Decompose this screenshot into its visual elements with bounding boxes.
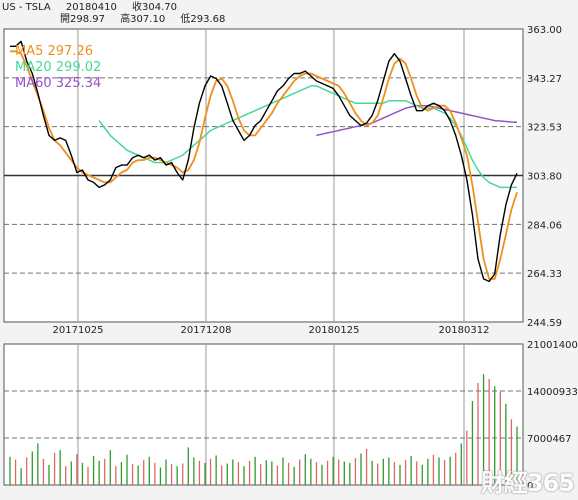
x-tick-label: 20180312 bbox=[439, 325, 490, 336]
ma5-line bbox=[10, 50, 518, 280]
y-tick-label: 323.53 bbox=[527, 123, 562, 134]
symbol-label: US - TSLA bbox=[2, 2, 51, 13]
watermark-logo: 財經365 bbox=[480, 469, 575, 497]
volume-tick-label: 21001400 bbox=[527, 340, 578, 351]
low-label: 低293.68 bbox=[180, 14, 226, 25]
high-label: 高307.10 bbox=[120, 14, 166, 25]
y-tick-label: 343.27 bbox=[527, 74, 562, 85]
open-label: 開298.97 bbox=[60, 14, 105, 25]
volume-tick-label: 0 bbox=[527, 481, 533, 492]
date-label: 20180410 bbox=[65, 2, 117, 13]
price-line bbox=[10, 40, 518, 283]
x-tick-label: 20180125 bbox=[309, 325, 360, 336]
close-label: 收304.70 bbox=[132, 2, 178, 13]
volume-panel bbox=[3, 343, 524, 486]
x-tick-label: 20171208 bbox=[181, 325, 232, 336]
y-tick-label: 284.06 bbox=[527, 220, 562, 231]
x-tick-label: 20171025 bbox=[53, 325, 104, 336]
y-tick-label: 244.59 bbox=[527, 318, 562, 329]
volume-tick-label: 7000467 bbox=[527, 434, 572, 445]
quote-header: US - TSLA 20180410 收304.70 開298.97 高307.… bbox=[2, 2, 237, 26]
volume-tick-label: 14000933 bbox=[527, 387, 578, 398]
volume-bars bbox=[9, 374, 518, 485]
y-tick-label: 264.33 bbox=[527, 269, 562, 280]
y-tick-label: 303.80 bbox=[527, 171, 562, 182]
y-tick-label: 363.00 bbox=[527, 25, 562, 36]
legend-entry: MA60 325.34 bbox=[15, 76, 101, 91]
legend-entry: MA5 297.26 bbox=[15, 44, 93, 59]
legend-entry: MA20 299.02 bbox=[15, 60, 101, 75]
